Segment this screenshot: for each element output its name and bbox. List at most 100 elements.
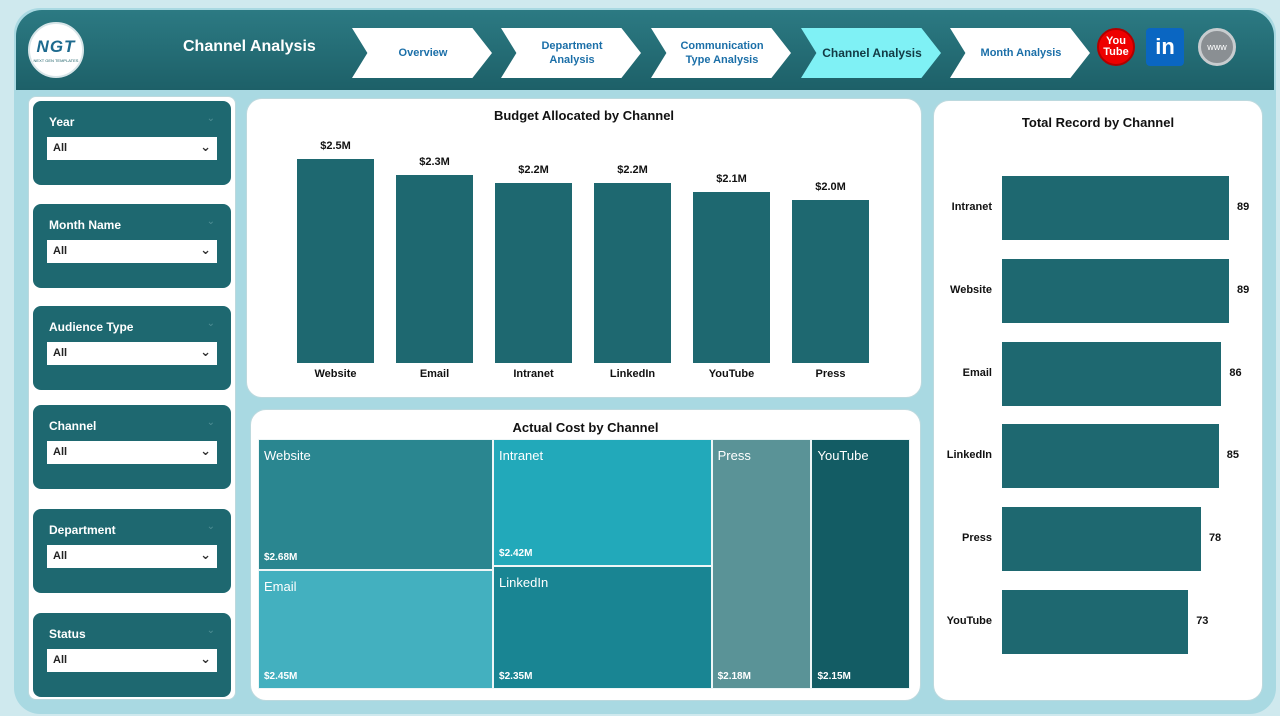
filter-label: Department — [49, 523, 116, 537]
chevron-down-icon: ⌄ — [206, 625, 215, 636]
chevron-down-icon: ⌄ — [200, 139, 211, 154]
y-tick-label: Website — [950, 283, 992, 296]
bar — [495, 183, 572, 363]
page-title: Channel Analysis — [183, 38, 316, 55]
chevron-down-icon: ⌄ — [206, 417, 215, 428]
treemap-cell: Email $2.45M — [258, 569, 494, 689]
linkedin-icon[interactable]: in — [1146, 28, 1184, 66]
treemap-label: Intranet — [499, 448, 544, 463]
treemap-label: Email — [264, 578, 297, 594]
treemap-cell: Press $2.18M — [711, 439, 812, 689]
y-tick-label: Press — [962, 532, 992, 545]
year-dropdown[interactable]: All ⌄ — [47, 137, 217, 160]
channel-dropdown[interactable]: All ⌄ — [47, 441, 217, 464]
month-name-dropdown[interactable]: All ⌄ — [47, 240, 217, 263]
x-tick-label: LinkedIn — [609, 368, 656, 380]
logo-mark: NGT — [36, 37, 76, 56]
treemap-cell: Website $2.68M — [258, 439, 494, 570]
x-tick-label: Email — [419, 368, 450, 380]
x-tick-label: Press — [815, 368, 846, 380]
treemap-value: $2.68M — [264, 551, 298, 563]
dropdown-value: All — [53, 550, 68, 562]
bar — [1002, 507, 1201, 572]
y-tick-label: LinkedIn — [946, 449, 992, 462]
bar-value-label: $2.2M — [518, 164, 549, 177]
filter-label: Channel — [49, 419, 97, 433]
chevron-down-icon: ⌄ — [200, 651, 211, 666]
treemap-value: $2.18M — [717, 671, 751, 682]
filter-year: Year ⌄ All ⌄ — [33, 101, 231, 185]
treemap-cell: LinkedIn $2.35M — [493, 565, 712, 689]
filter-audience-type: Audience Type ⌄ All ⌄ — [33, 306, 231, 390]
filter-channel: Channel ⌄ All ⌄ — [33, 405, 231, 489]
bar-value-label: $2.1M — [716, 172, 747, 185]
chart-title: Budget Allocated by Channel — [493, 108, 675, 123]
chevron-down-icon: ⌄ — [200, 242, 211, 257]
dropdown-value: All — [53, 245, 68, 257]
x-tick-label: Website — [314, 368, 357, 380]
tab-communication-type-analysis[interactable]: Communication Type Analysis — [651, 28, 791, 78]
treemap-label: YouTube — [817, 448, 869, 463]
chevron-down-icon: ⌄ — [206, 521, 215, 532]
audience-type-dropdown[interactable]: All ⌄ — [47, 342, 217, 365]
filter-label: Audience Type — [49, 320, 134, 334]
treemap-value: $2.35M — [499, 670, 533, 682]
bar-value-label: $2.0M — [815, 180, 846, 193]
treemap-label: Website — [264, 448, 311, 463]
x-tick-label: YouTube — [708, 368, 755, 380]
bar-value-label: $2.3M — [419, 156, 450, 169]
bar — [1002, 424, 1219, 489]
y-tick-label: Email — [962, 366, 992, 379]
treemap-cell: Intranet $2.42M — [493, 439, 712, 566]
dropdown-value: All — [53, 347, 68, 359]
filter-month-name: Month Name ⌄ All ⌄ — [33, 204, 231, 288]
chevron-down-icon: ⌄ — [206, 216, 215, 227]
bar — [1002, 341, 1222, 406]
bar-value-label: 89 — [1237, 283, 1250, 296]
tab-overview[interactable]: Overview — [352, 28, 492, 78]
bar — [297, 159, 374, 363]
chevron-down-icon: ⌄ — [206, 318, 215, 329]
bar-value-label: 89 — [1237, 201, 1250, 213]
bar — [792, 199, 869, 363]
bar — [1002, 258, 1229, 323]
treemap-label: LinkedIn — [499, 574, 549, 590]
bar-value-label: $2.5M — [320, 140, 351, 152]
chevron-down-icon: ⌄ — [206, 113, 215, 124]
chevron-down-icon: ⌄ — [200, 547, 211, 562]
logo-tagline: NEXT GEN TEMPLATES — [33, 58, 79, 63]
status-dropdown[interactable]: All ⌄ — [47, 649, 217, 672]
tab-channel-analysis[interactable]: Channel Analysis — [801, 28, 941, 78]
tab-month-analysis[interactable]: Month Analysis — [950, 28, 1090, 78]
tab-department-analysis[interactable]: Department Analysis — [501, 28, 641, 78]
chart-title: Actual Cost by Channel — [512, 420, 659, 435]
chart-title: Total Record by Channel — [1021, 115, 1175, 130]
treemap-value: $2.42M — [499, 547, 533, 559]
filter-sidebar: Year ⌄ All ⌄ Month Name ⌄ All ⌄ Audience T… — [28, 96, 236, 700]
y-tick-label: Intranet — [951, 201, 992, 213]
bar — [693, 191, 770, 363]
chevron-down-icon: ⌄ — [200, 443, 211, 458]
filter-label: Status — [49, 627, 86, 641]
dropdown-value: All — [53, 446, 68, 458]
youtube-icon[interactable]: You Tube — [1097, 28, 1135, 66]
bar — [396, 175, 473, 363]
filter-label: Year — [49, 115, 75, 129]
department-dropdown[interactable]: All ⌄ — [47, 545, 217, 568]
total-record-chart: Total Record by Channel Intranet 89 Websit… — [933, 100, 1263, 701]
dropdown-value: All — [53, 142, 68, 154]
bar-value-label: 85 — [1226, 449, 1240, 462]
y-tick-label: YouTube — [946, 615, 992, 627]
treemap-value: $2.15M — [817, 671, 851, 682]
treemap-label: Press — [717, 448, 751, 463]
company-logo: NGT NEXT GEN TEMPLATES — [28, 22, 84, 78]
bar — [1002, 590, 1189, 654]
filter-label: Month Name — [49, 218, 121, 232]
website-globe-icon[interactable]: www — [1198, 28, 1236, 66]
chevron-down-icon: ⌄ — [200, 344, 211, 359]
bar — [1002, 176, 1229, 240]
filter-status: Status ⌄ All ⌄ — [33, 613, 231, 697]
bar-value-label: 73 — [1196, 615, 1209, 627]
filter-department: Department ⌄ All ⌄ — [33, 509, 231, 593]
bar-value-label: $2.2M — [617, 164, 648, 177]
